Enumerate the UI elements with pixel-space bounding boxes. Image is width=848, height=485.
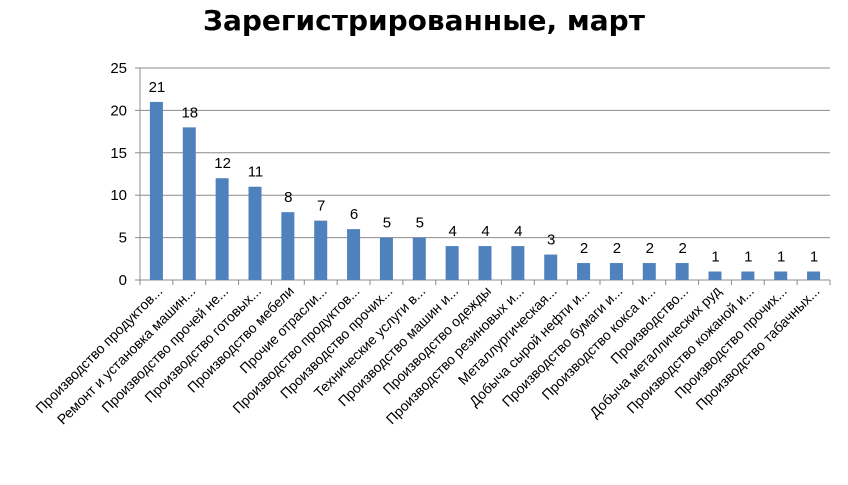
bar	[544, 254, 558, 280]
chart-title: Зарегистрированные, март	[203, 4, 645, 37]
data-label: 5	[416, 215, 424, 232]
bar	[248, 186, 262, 280]
bar	[379, 237, 393, 280]
y-tick-labels: 0 5 10 15 20 25	[110, 60, 127, 289]
data-label: 21	[149, 79, 166, 96]
bar	[215, 178, 229, 280]
y-tick-label: 20	[110, 102, 127, 119]
bar	[675, 263, 689, 280]
bar	[182, 127, 196, 280]
data-label: 5	[383, 215, 391, 232]
y-tick-label: 0	[119, 272, 127, 289]
bar	[807, 271, 821, 280]
x-tick-labels: Производство продуктов...Ремонт и устано…	[32, 283, 823, 428]
data-label: 3	[547, 232, 555, 249]
data-label: 2	[613, 240, 621, 257]
data-label: 18	[181, 104, 198, 121]
bar	[577, 263, 591, 280]
bar	[314, 220, 328, 280]
category-label: Ремонт и установка машин...	[54, 283, 199, 428]
data-label: 1	[744, 249, 752, 266]
bars	[149, 101, 821, 280]
bar	[774, 271, 788, 280]
data-label: 4	[481, 223, 489, 240]
data-label: 6	[350, 206, 358, 223]
data-label: 4	[448, 223, 456, 240]
category-label: Производство прочей не...	[98, 283, 231, 416]
data-label: 1	[810, 249, 818, 266]
bar	[149, 101, 163, 280]
data-label: 12	[214, 155, 231, 172]
gridlines	[140, 67, 830, 239]
bar	[708, 271, 722, 280]
bar	[412, 237, 426, 280]
bar	[511, 246, 525, 280]
bar	[642, 263, 656, 280]
y-tick-label: 15	[110, 145, 127, 162]
data-label: 2	[580, 240, 588, 257]
data-label: 2	[646, 240, 654, 257]
y-tick-label: 10	[110, 187, 127, 204]
data-label: 11	[248, 164, 264, 181]
bar	[609, 263, 623, 280]
bar	[281, 212, 295, 280]
bar	[347, 229, 361, 280]
bar	[478, 246, 492, 280]
data-label: 1	[777, 249, 785, 266]
data-label: 1	[711, 249, 719, 266]
data-label: 8	[284, 189, 292, 206]
bar	[445, 246, 459, 280]
data-label: 7	[317, 198, 325, 215]
bar	[741, 271, 755, 280]
y-tick-label: 5	[119, 230, 127, 247]
y-tick-label: 25	[110, 60, 127, 77]
data-label: 2	[678, 240, 686, 257]
data-label: 4	[514, 223, 522, 240]
